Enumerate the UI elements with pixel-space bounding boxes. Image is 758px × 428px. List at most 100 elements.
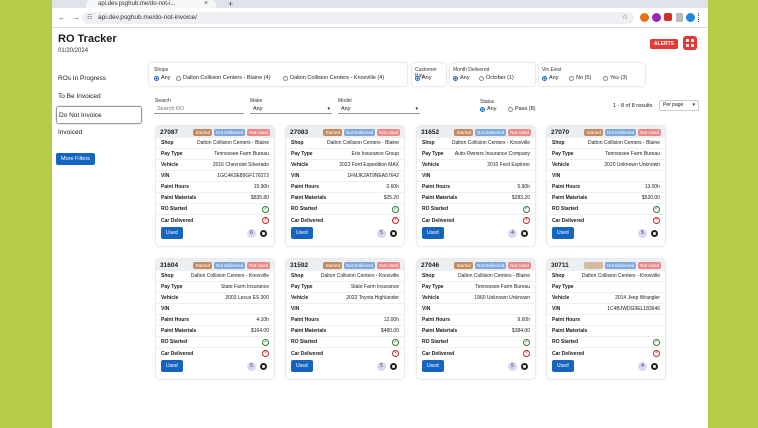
card-footer: Used 5 <box>422 360 530 372</box>
per-page-select[interactable]: Per page ▾ <box>659 100 699 111</box>
ro-number: 27046 <box>421 261 440 269</box>
vin-option-yes[interactable]: Yes (3) <box>603 75 627 81</box>
browser-tab[interactable]: api.dev.psghub.me/do-not-i... <box>86 0 216 8</box>
ro-number: 27087 <box>160 128 179 136</box>
used-button[interactable]: Used <box>291 360 313 372</box>
note-count-badge[interactable]: 5 <box>247 362 256 371</box>
shops-option-blaine[interactable]: Dalton Collision Centers - Blaine (4) <box>176 75 270 81</box>
sidebar-item-invoiced[interactable]: Invoiced <box>58 129 83 136</box>
model-select[interactable]: Any ▾ <box>338 105 420 114</box>
ro-card[interactable]: 27046 Started Not Delivered Not Used Sho… <box>417 259 535 379</box>
shops-option-any[interactable]: Any <box>154 75 170 81</box>
search-input[interactable] <box>154 105 244 114</box>
card-row-paint-materials: Paint Materials $520.00 <box>547 193 665 204</box>
field-label: RO Started <box>422 206 449 212</box>
card-row-shop: Shop Dalton Collision Centers - Knoxvill… <box>417 138 535 149</box>
card-row-paint-hours: Paint Hours 15.90h <box>156 182 274 193</box>
field-label: Car Delivered <box>552 217 585 224</box>
address-bar[interactable]: ☷ api.dev.psghub.me/do-not-invoice/ ☆ <box>82 12 634 24</box>
shops-option-knoxville[interactable]: Dalton Collision Centers - Knoxville (4) <box>283 75 384 81</box>
status-option-pass[interactable]: Pass (8) <box>508 106 535 112</box>
used-button[interactable]: Used <box>291 227 313 239</box>
gear-icon[interactable] <box>651 363 658 370</box>
tab-close-icon[interactable]: × <box>204 0 209 7</box>
gear-icon[interactable] <box>260 230 267 237</box>
gear-icon[interactable] <box>651 230 658 237</box>
ro-card[interactable]: 27070 Started Not Delivered Not Used Sho… <box>547 126 665 246</box>
used-button[interactable]: Used <box>161 360 183 372</box>
make-select[interactable]: Any ▾ <box>250 105 332 114</box>
status-option-any[interactable]: Any <box>480 106 496 112</box>
extension-purple-icon[interactable] <box>652 13 661 22</box>
field-value: Dalton Collision Centers - Knoxville <box>451 140 530 146</box>
field-label: Shop <box>291 140 304 146</box>
field-label: Paint Materials <box>422 328 458 334</box>
gear-icon[interactable] <box>390 230 397 237</box>
bookmark-star-icon[interactable]: ☆ <box>621 14 628 21</box>
used-button[interactable]: Used <box>552 360 574 372</box>
sidebar-item-ros-in-progress[interactable]: ROs In Progress <box>58 75 107 82</box>
ro-card[interactable]: 27083 Started Not Delivered Not Used Sho… <box>286 126 404 246</box>
ro-card[interactable]: 31592 Started Not Delivered Not Used Sho… <box>286 259 404 379</box>
sidebar-item-to-be-invoiced[interactable]: To Be Invoiced <box>58 93 101 100</box>
card-row-vehicle: Vehicle 2022 Ford Expedition MAX <box>286 160 404 171</box>
customer-pay-option-any[interactable]: Any <box>415 75 431 81</box>
ro-card[interactable]: 30711 Started Not Delivered Not Used Sho… <box>547 259 665 379</box>
field-label: VIN <box>161 306 170 312</box>
gear-icon[interactable] <box>260 363 267 370</box>
gear-icon[interactable] <box>521 230 528 237</box>
page-date: 01/20/2024 <box>58 48 89 54</box>
month-option-any[interactable]: Any <box>453 75 469 81</box>
extension-orange-icon[interactable] <box>640 13 649 22</box>
note-count-badge[interactable]: 6 <box>247 229 256 238</box>
more-filters-button[interactable]: More Filters <box>56 153 96 165</box>
field-value: 4.10h <box>256 317 269 323</box>
extension-red-icon[interactable] <box>664 13 672 21</box>
ro-card[interactable]: 31604 Started Not Delivered Not Used Sho… <box>156 259 274 379</box>
ro-card-header: 31604 Started Not Delivered Not Used <box>156 259 274 271</box>
address-toolbar: ← → ↻ ☷ api.dev.psghub.me/do-not-invoice… <box>52 8 708 28</box>
note-count-badge[interactable]: 4 <box>638 362 647 371</box>
used-button[interactable]: Used <box>422 360 444 372</box>
not-used-badge: Not Used <box>508 128 531 136</box>
gear-icon[interactable] <box>390 363 397 370</box>
field-label: Paint Hours <box>161 317 190 323</box>
profile-avatar-icon[interactable] <box>686 13 695 22</box>
sidebar: ROs In Progress To Be Invoiced Do Not In… <box>56 70 142 165</box>
used-button[interactable]: Used <box>552 227 574 239</box>
vin-option-no[interactable]: No (5) <box>569 75 591 81</box>
search-label: Search <box>155 98 171 104</box>
field-value: Tennessee Farm Bureau <box>605 151 660 157</box>
alerts-button[interactable]: ALERTS <box>650 39 678 49</box>
new-tab-button[interactable]: + <box>228 0 234 9</box>
note-count-badge[interactable]: 5 <box>638 229 647 238</box>
ro-card[interactable]: 31652 Started Not Delivered Not Used Sho… <box>417 126 535 246</box>
kebab-menu-icon[interactable] <box>698 13 701 22</box>
x-circle-icon: × <box>523 217 530 224</box>
sidebar-toggle-icon[interactable] <box>676 13 683 22</box>
site-info-icon[interactable]: ☷ <box>87 15 93 21</box>
check-circle-icon: ✓ <box>262 205 269 213</box>
back-arrow-icon[interactable]: ← <box>58 13 66 22</box>
field-label: Pay Type <box>422 151 444 157</box>
note-count-badge[interactable]: 5 <box>377 229 386 238</box>
used-button[interactable]: Used <box>422 227 444 239</box>
note-count-badge[interactable]: 4 <box>508 229 517 238</box>
app-grid-icon[interactable] <box>683 36 697 50</box>
vin-option-any[interactable]: Any <box>542 75 558 81</box>
field-value: Tennessee Farm Bureau <box>475 284 530 290</box>
field-label: Car Delivered <box>422 350 455 357</box>
used-button[interactable]: Used <box>161 227 183 239</box>
note-count-badge[interactable]: 5 <box>377 362 386 371</box>
note-count-badge[interactable]: 5 <box>508 362 517 371</box>
gear-icon[interactable] <box>521 363 528 370</box>
x-circle-icon: × <box>262 217 269 224</box>
card-row-paint-materials: Paint Materials $835.80 <box>156 193 274 204</box>
app-page: RO Tracker 01/20/2024 ALERTS ROs In Prog… <box>52 28 708 428</box>
month-option-october[interactable]: October (1) <box>479 75 514 81</box>
ro-card-header: 31592 Started Not Delivered Not Used <box>286 259 404 271</box>
forward-arrow-icon[interactable]: → <box>72 13 80 22</box>
ro-card[interactable]: 27087 Started Not Delivered Not Used Sho… <box>156 126 274 246</box>
sidebar-item-do-not-invoice[interactable]: Do Not Invoice <box>56 106 142 124</box>
field-value: 12.00h <box>383 317 399 323</box>
